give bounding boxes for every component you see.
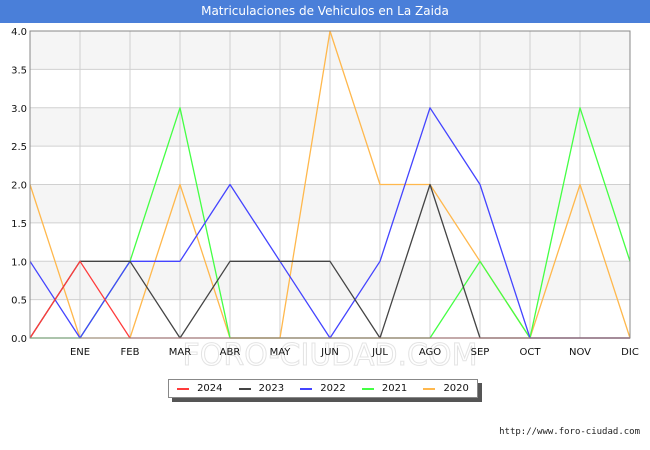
x-tick-label: FEB	[121, 347, 140, 358]
y-tick-label: 0.5	[11, 296, 27, 307]
y-tick-label: 3.0	[11, 104, 27, 115]
legend-label: 2020	[443, 383, 469, 394]
legend: 2024 2023 2022 2021 2020	[168, 379, 478, 398]
legend-swatch	[238, 387, 251, 390]
legend-label: 2022	[320, 383, 346, 394]
title-bar	[0, 0, 650, 23]
watermark: FORO-CIUDAD.COM	[183, 338, 478, 373]
x-tick-label: MAR	[169, 347, 191, 358]
y-tick-label: 4.0	[11, 27, 27, 38]
legend-item-2021: 2021	[361, 383, 408, 394]
legend-item-2022: 2022	[300, 383, 346, 394]
x-tick-label: JUL	[371, 347, 388, 358]
legend-swatch	[361, 387, 374, 390]
legend-label: 2024	[197, 383, 223, 394]
y-tick-label: 1.0	[11, 257, 27, 268]
x-tick-label: AGO	[419, 347, 441, 358]
legend-item-2024: 2024	[177, 383, 223, 394]
legend-swatch	[423, 387, 436, 390]
legend-item-2023: 2023	[238, 383, 285, 394]
legend-label: 2023	[258, 383, 285, 394]
legend-swatch	[177, 387, 190, 390]
y-tick-label: 0.0	[11, 334, 27, 345]
y-tick-label: 2.0	[11, 181, 27, 192]
x-tick-label: OCT	[520, 347, 542, 358]
source-credit: http://www.foro-ciudad.com	[499, 427, 640, 437]
legend-label: 2021	[381, 383, 408, 394]
y-tick-label: 2.5	[11, 142, 27, 153]
x-tick-label: SEP	[471, 347, 490, 358]
x-tick-label: ABR	[220, 347, 241, 358]
y-tick-label: 3.5	[11, 65, 27, 76]
chart-title: Matriculaciones de Vehiculos en La Zaida	[201, 4, 449, 18]
x-tick-label: NOV	[569, 347, 591, 358]
y-tick-label: 1.5	[11, 219, 27, 230]
x-tick-label: JUN	[320, 347, 339, 358]
x-tick-label: MAY	[270, 347, 292, 358]
legend-item-2020: 2020	[423, 383, 469, 394]
x-tick-label: ENE	[70, 347, 90, 358]
plot-border	[29, 30, 631, 339]
legend-swatch	[300, 387, 313, 390]
x-tick-label: DIC	[621, 347, 639, 358]
